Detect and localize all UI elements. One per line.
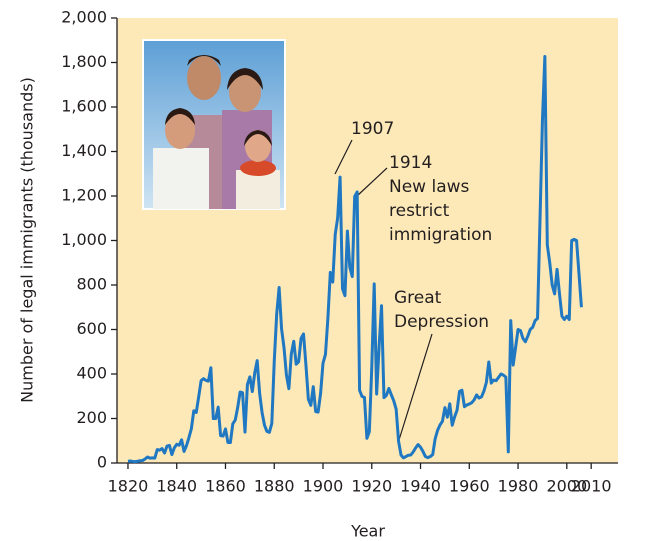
x-tick-label: 1860: [205, 477, 246, 496]
annotation: 1914: [389, 153, 432, 173]
chart: Year Number of legal immigrants (thousan…: [0, 0, 645, 541]
x-tick-label: 1960: [449, 477, 490, 496]
annotation: New laws: [389, 177, 470, 197]
x-tick-label: 1880: [254, 477, 295, 496]
y-tick-label: 1,200: [61, 186, 107, 205]
annotation: Depression: [394, 312, 489, 332]
x-tick-label: 2010: [571, 477, 612, 496]
y-tick-label: 2,000: [61, 8, 107, 27]
annotation: restrict: [389, 201, 450, 221]
y-tick-label: 1,600: [61, 97, 107, 116]
y-tick-label: 1,400: [61, 141, 107, 160]
annotation: immigration: [389, 225, 492, 245]
y-tick-label: 200: [76, 408, 107, 427]
x-tick-label: 1900: [303, 477, 344, 496]
x-tick-label: 1940: [400, 477, 441, 496]
annotation: Great: [394, 288, 442, 308]
x-tick-label: 1820: [108, 477, 149, 496]
y-tick-label: 800: [76, 275, 107, 294]
x-tick-label: 1840: [156, 477, 197, 496]
page: {"chart_data": {"type": "line", "x_label…: [0, 0, 645, 541]
x-tick-label: 1980: [498, 477, 539, 496]
x-tick-label: 1920: [351, 477, 392, 496]
y-tick-label: 600: [76, 319, 107, 338]
family-photo: [143, 40, 285, 209]
x-axis-label: Year: [350, 522, 385, 541]
y-tick-label: 1,000: [61, 230, 107, 249]
annotation: 1907: [351, 119, 394, 139]
y-tick-label: 400: [76, 364, 107, 383]
y-tick-label: 1,800: [61, 52, 107, 71]
y-axis-label: Number of legal immigrants (thousands): [18, 77, 37, 403]
y-tick-label: 0: [97, 453, 107, 472]
